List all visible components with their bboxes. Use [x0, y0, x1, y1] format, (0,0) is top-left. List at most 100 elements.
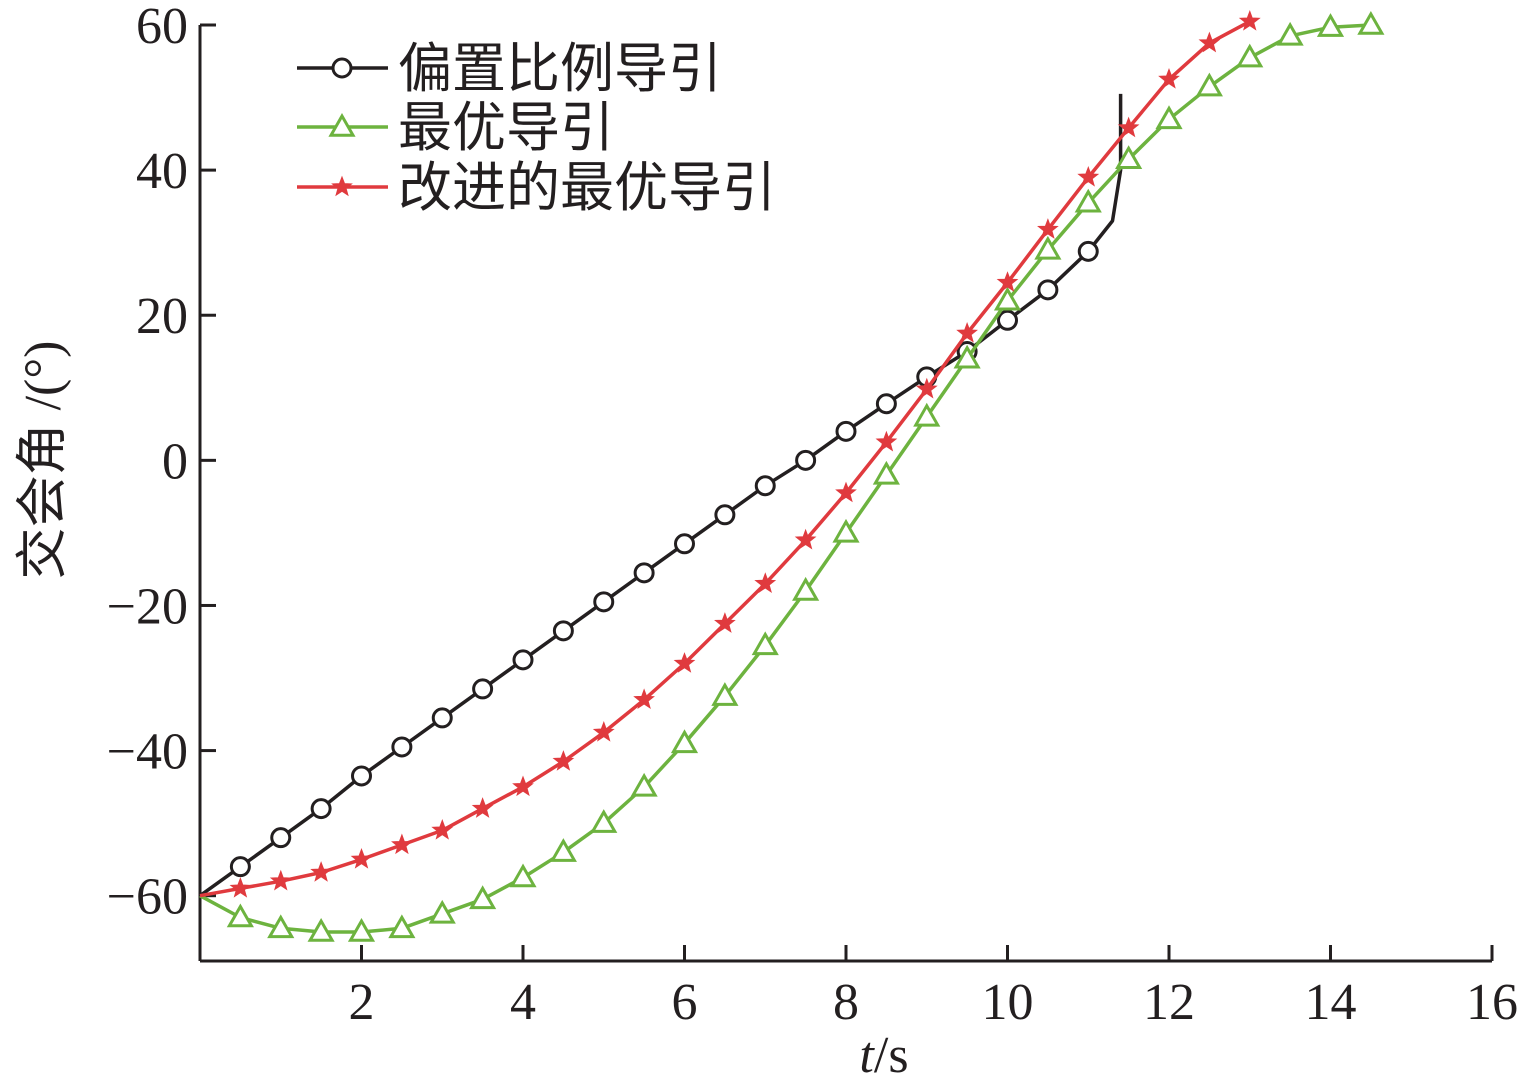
optimal-marker	[1236, 43, 1264, 68]
x-tick-label: 2	[349, 974, 375, 1031]
legend-item-biased-pn: 偏置比例导引	[297, 37, 722, 100]
optimal-marker	[711, 682, 739, 706]
optimal-marker	[751, 631, 779, 656]
y-tick-label: −60	[107, 869, 188, 926]
improved-optimal-marker	[552, 750, 575, 771]
y-tick-label: 40	[136, 143, 188, 200]
x-axis-label: t/s	[859, 1027, 908, 1079]
optimal-marker	[993, 286, 1022, 311]
optimal-marker	[307, 917, 335, 942]
legend-optimal-marker	[328, 112, 356, 137]
y-tick-label: −20	[107, 578, 188, 635]
improved-optimal-marker	[310, 861, 332, 882]
optimal-marker	[1155, 105, 1183, 130]
improved-optimal-marker	[431, 818, 454, 840]
optimal-marker	[1276, 21, 1304, 46]
improved-optimal-marker	[915, 377, 938, 399]
improved-optimal-marker	[996, 271, 1019, 292]
optimal-marker	[953, 344, 981, 369]
optimal-marker	[428, 899, 456, 924]
biased-pn-marker	[431, 707, 453, 729]
improved-optimal-marker	[229, 876, 252, 898]
series-group	[198, 9, 1385, 942]
x-tick-label: 14	[1305, 974, 1357, 1031]
optimal-marker	[832, 518, 860, 543]
legend-biased-pn-marker	[331, 57, 353, 79]
optimal-marker	[549, 838, 577, 862]
improved-optimal-marker	[1238, 9, 1261, 31]
improved-optimal-marker	[1198, 31, 1221, 53]
biased-pn-marker	[351, 765, 372, 787]
y-tick-label: 60	[136, 0, 188, 55]
legend-label: 最优导引	[398, 96, 614, 159]
x-tick-label: 16	[1466, 974, 1518, 1031]
axes: 2 4 6 8 10 12 14 16 60 40 20 0 −20 −40 −60	[107, 0, 1518, 1031]
optimal-marker	[670, 729, 699, 754]
optimal-marker	[913, 402, 941, 427]
improved-optimal-marker	[269, 869, 292, 891]
series-line-optimal	[199, 23, 1371, 934]
optimal-marker	[872, 460, 900, 485]
improved-optimal-marker	[592, 720, 615, 742]
improved-optimal-marker	[754, 572, 777, 593]
optimal-marker	[1195, 72, 1223, 97]
optimal-marker	[1034, 235, 1062, 260]
biased-pn-marker	[270, 827, 292, 849]
biased-pn-marker	[1077, 240, 1099, 262]
improved-optimal-marker	[471, 797, 494, 818]
biased-pn-marker	[997, 309, 1018, 331]
optimal-marker	[630, 772, 658, 797]
x-tick-label: 8	[833, 974, 859, 1031]
improved-optimal-marker	[350, 847, 373, 869]
y-axis-label: 交会角 /(°)	[15, 341, 72, 580]
improved-optimal-marker	[391, 833, 413, 855]
biased-pn-marker	[674, 533, 695, 555]
optimal-marker	[590, 809, 618, 833]
biased-pn-marker	[593, 591, 615, 613]
biased-pn-marker	[633, 562, 655, 584]
biased-pn-marker	[552, 620, 574, 642]
series-biased-pn	[198, 93, 1123, 898]
legend-label: 偏置比例导引	[398, 37, 722, 100]
biased-pn-marker	[229, 856, 251, 878]
legend-improved-optimal-marker	[331, 175, 353, 197]
optimal-marker	[1074, 188, 1102, 213]
legend-item-optimal: 最优导引	[297, 96, 614, 159]
y-tick-label: 20	[136, 288, 188, 345]
series-line-improved-optimal	[199, 19, 1251, 898]
biased-pn-marker	[1037, 279, 1059, 301]
biased-pn-marker	[512, 649, 534, 671]
improved-optimal-marker	[1037, 218, 1059, 239]
biased-pn-marker	[472, 678, 494, 700]
optimal-marker	[1316, 13, 1345, 37]
series-optimal	[199, 10, 1385, 942]
legend-item-improved-optimal: 改进的最优导引	[297, 156, 776, 219]
x-tick-label: 6	[672, 974, 698, 1031]
improved-optimal-marker	[1077, 165, 1100, 187]
series-improved-optimal	[199, 9, 1261, 898]
biased-pn-marker	[714, 504, 736, 526]
biased-pn-marker	[391, 736, 413, 758]
biased-pn-marker	[875, 393, 897, 415]
optimal-marker	[1115, 145, 1143, 169]
x-tick-label: 4	[510, 974, 536, 1031]
x-tick-label: 12	[1143, 974, 1195, 1031]
optimal-marker	[347, 917, 376, 942]
biased-pn-marker	[754, 475, 776, 497]
optimal-marker	[226, 903, 254, 928]
biased-pn-marker	[310, 798, 332, 820]
improved-optimal-marker	[1117, 116, 1140, 138]
optimal-marker	[388, 914, 416, 939]
y-tick-label: −40	[107, 724, 188, 781]
improved-optimal-marker	[956, 321, 978, 343]
improved-optimal-marker	[512, 775, 534, 797]
optimal-marker	[267, 914, 295, 939]
improved-optimal-marker	[714, 612, 736, 633]
improved-optimal-marker	[673, 652, 696, 673]
y-tick-label: 0	[162, 433, 188, 490]
biased-pn-marker	[795, 449, 817, 471]
improved-optimal-marker	[794, 528, 817, 550]
